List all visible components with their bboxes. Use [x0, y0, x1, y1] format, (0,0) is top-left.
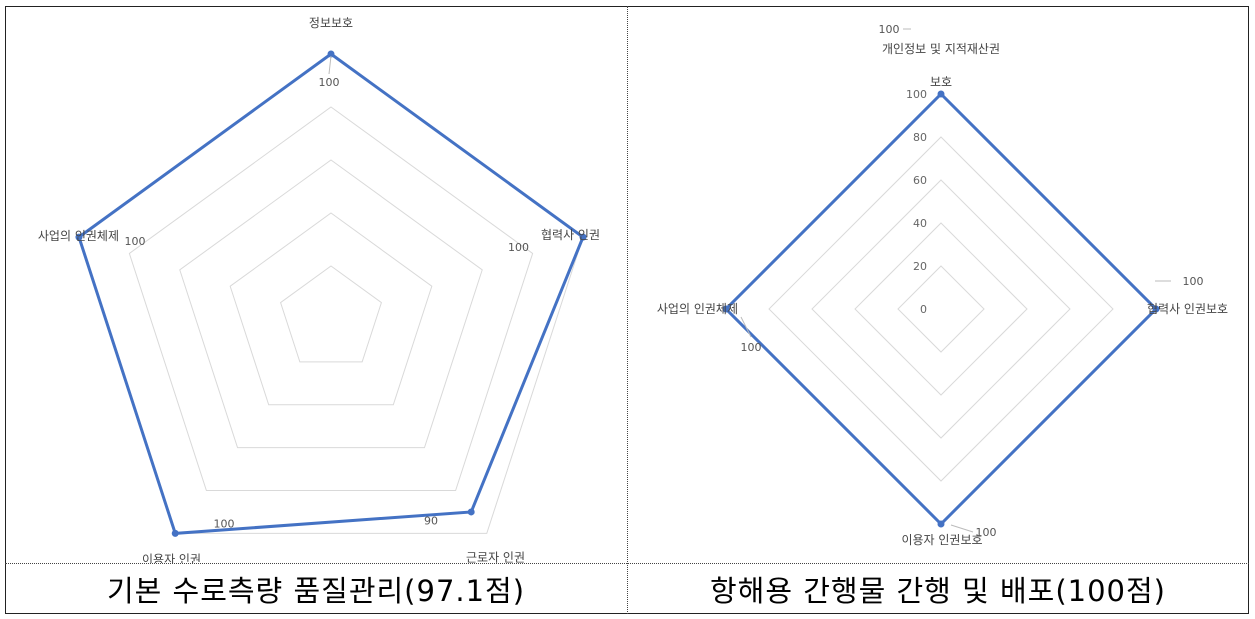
chart-2-grid-ring	[811, 179, 1071, 439]
chart-2-leader-line	[950, 524, 974, 533]
chart-2-value-label: 100	[1183, 275, 1204, 288]
chart-2-tick-label: 60	[913, 174, 927, 187]
chart-2-leader-line	[740, 316, 752, 338]
chart-1-axis-label: 사업의 인권체제	[38, 229, 119, 243]
chart-1-axis-label: 근로자 인권	[466, 551, 525, 563]
chart-1-axis-label: 협력사 인권	[541, 228, 600, 242]
chart-1-value-label: 100	[125, 235, 146, 248]
chart-2-data-point	[722, 305, 730, 313]
chart-1-value-label: 100	[508, 241, 529, 254]
chart-2-tick-label: 80	[913, 131, 927, 144]
chart-2-grid-ring	[854, 222, 1028, 396]
chart-1-data-point	[579, 233, 587, 241]
chart-1-caption: 기본 수로측량 품질관리(97.1점)	[106, 574, 526, 608]
chart-1-data-point	[467, 508, 475, 516]
chart-2-tick-label: 40	[913, 217, 927, 230]
chart-1-grid	[78, 53, 584, 534]
chart-1-data-point	[75, 233, 83, 241]
chart-2-data-point	[937, 90, 945, 98]
chart-2-grid-ring	[897, 265, 985, 353]
chart-2-tick-label: 100	[906, 88, 927, 101]
chart-2-grid	[725, 93, 1157, 525]
chart-2-value-label: 100	[976, 526, 997, 539]
chart-2-data-point	[937, 520, 945, 528]
chart-1-value-label: 100	[214, 518, 235, 531]
chart-1-series-line	[77, 52, 585, 535]
chart-2-axis-label: 협력사 인권보호	[1147, 302, 1228, 316]
chart-2-grid-ring	[725, 93, 1157, 525]
chart-2-caption: 항해용 간행물 간행 및 배포(100점)	[709, 574, 1166, 608]
chart-2-axis-label: 보호	[930, 75, 952, 89]
chart-2-axis-label: 이용자 인권보호	[901, 533, 982, 547]
chart-1-grid-ring	[229, 212, 433, 406]
chart-1-value-label: 100	[319, 76, 340, 89]
chart-2-axis-label: 사업의 인권체제	[657, 302, 738, 316]
chart-2-axis-label: 개인정보 및 지적재산권	[882, 42, 1000, 56]
chart-2-value-label: 100	[879, 23, 900, 36]
chart-1-value-label: 90	[424, 515, 438, 528]
chart-2-data-point	[1152, 305, 1160, 313]
chart-2-tick-label: 0	[920, 303, 927, 316]
chart-1-data-point	[171, 529, 179, 537]
chart-1-axis-label: 정보보호	[309, 16, 353, 30]
chart-1-grid-ring	[179, 159, 483, 449]
chart-1-data-point	[327, 50, 335, 58]
chart-1-grid-ring	[128, 106, 534, 492]
chart-2-grid-ring	[768, 136, 1114, 482]
chart-1-axis-label: 이용자 인권	[142, 553, 201, 563]
column-divider	[627, 6, 628, 614]
chart-1-leader-line	[328, 55, 332, 75]
chart-1-grid-ring	[280, 265, 382, 363]
caption-divider	[5, 563, 1249, 564]
chart-2-value-label: 100	[741, 341, 762, 354]
chart-2-series-line	[723, 91, 1159, 527]
chart-2-tick-label: 20	[913, 260, 927, 273]
chart-1-grid-ring	[78, 53, 584, 534]
